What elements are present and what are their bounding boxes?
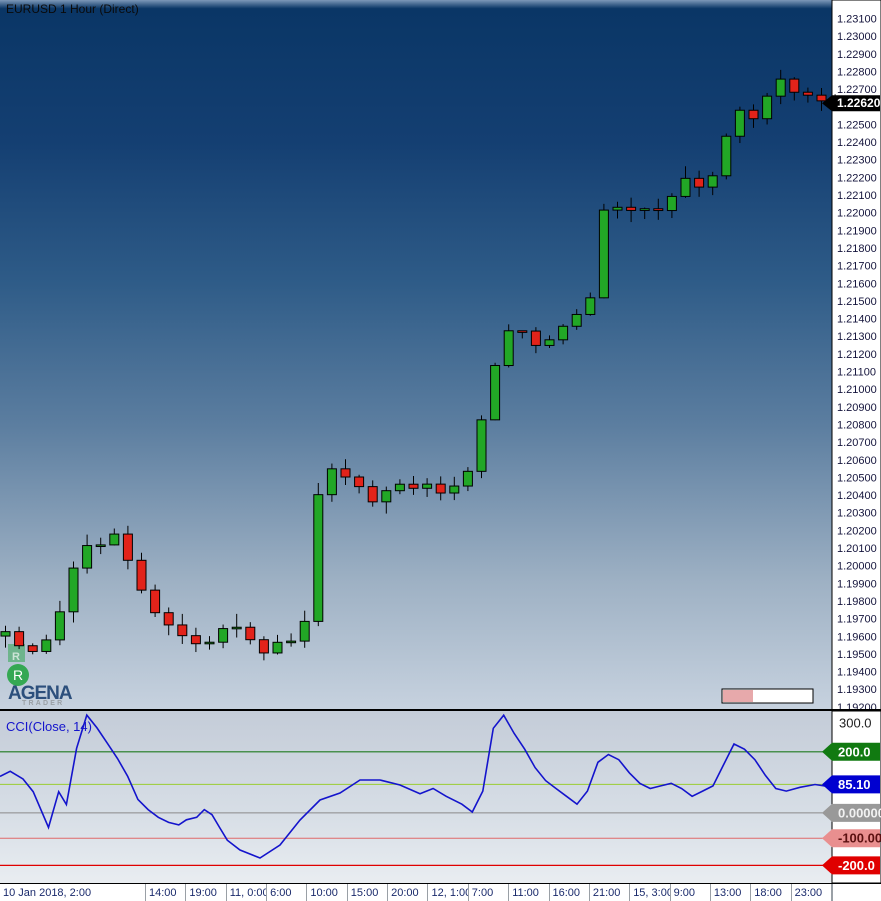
svg-text:1.22000: 1.22000 — [837, 208, 877, 220]
svg-text:1.21700: 1.21700 — [837, 261, 877, 273]
svg-text:1.20200: 1.20200 — [837, 525, 877, 537]
svg-text:1.22400: 1.22400 — [837, 137, 877, 149]
svg-text:1.19900: 1.19900 — [837, 578, 877, 590]
svg-text:1.19600: 1.19600 — [837, 631, 877, 643]
svg-text:1.19300: 1.19300 — [837, 684, 877, 696]
svg-text:1.19500: 1.19500 — [837, 649, 877, 661]
svg-text:1.22900: 1.22900 — [837, 49, 877, 61]
svg-text:200.0: 200.0 — [838, 744, 871, 759]
svg-text:TRADER: TRADER — [22, 700, 64, 707]
svg-text:1.21400: 1.21400 — [837, 314, 877, 326]
svg-text:1.21900: 1.21900 — [837, 225, 877, 237]
svg-text:CCI(Close, 14): CCI(Close, 14) — [6, 719, 92, 734]
svg-text:1.19400: 1.19400 — [837, 667, 877, 679]
svg-text:1.20800: 1.20800 — [837, 420, 877, 432]
svg-text:-100.00: -100.00 — [838, 831, 881, 846]
svg-text:1.20600: 1.20600 — [837, 455, 877, 467]
svg-text:1.23000: 1.23000 — [837, 31, 877, 43]
svg-text:1.23100: 1.23100 — [837, 14, 877, 26]
svg-text:1.22100: 1.22100 — [837, 190, 877, 202]
svg-text:1.21800: 1.21800 — [837, 243, 877, 255]
svg-text:0.00000: 0.00000 — [838, 805, 881, 820]
svg-text:1.20900: 1.20900 — [837, 402, 877, 414]
svg-text:-200.0: -200.0 — [838, 858, 875, 873]
svg-text:1.21300: 1.21300 — [837, 331, 877, 343]
svg-text:1.20000: 1.20000 — [837, 561, 877, 573]
svg-text:1.20400: 1.20400 — [837, 490, 877, 502]
svg-text:1.22800: 1.22800 — [837, 67, 877, 79]
svg-text:1.21200: 1.21200 — [837, 349, 877, 361]
svg-text:1.21500: 1.21500 — [837, 296, 877, 308]
svg-text:1.21600: 1.21600 — [837, 278, 877, 290]
svg-text:1.21100: 1.21100 — [837, 367, 876, 379]
svg-text:1.22700: 1.22700 — [837, 84, 877, 96]
svg-text:1.20500: 1.20500 — [837, 472, 877, 484]
svg-text:1.22300: 1.22300 — [837, 155, 877, 167]
svg-text:1.22200: 1.22200 — [837, 172, 877, 184]
svg-text:1.21000: 1.21000 — [837, 384, 877, 396]
svg-text:R: R — [13, 667, 23, 683]
svg-text:300.0: 300.0 — [839, 715, 872, 730]
svg-text:1.19700: 1.19700 — [837, 614, 877, 626]
svg-text:1.22620: 1.22620 — [837, 96, 881, 110]
svg-text:1.20100: 1.20100 — [837, 543, 877, 555]
svg-text:R: R — [12, 651, 20, 663]
svg-text:1.22500: 1.22500 — [837, 119, 877, 131]
svg-text:85.10: 85.10 — [838, 777, 871, 792]
svg-text:1.20700: 1.20700 — [837, 437, 877, 449]
svg-text:EURUSD 1 Hour (Direct): EURUSD 1 Hour (Direct) — [6, 2, 139, 16]
svg-text:1.19800: 1.19800 — [837, 596, 877, 608]
svg-text:1.20300: 1.20300 — [837, 508, 877, 520]
